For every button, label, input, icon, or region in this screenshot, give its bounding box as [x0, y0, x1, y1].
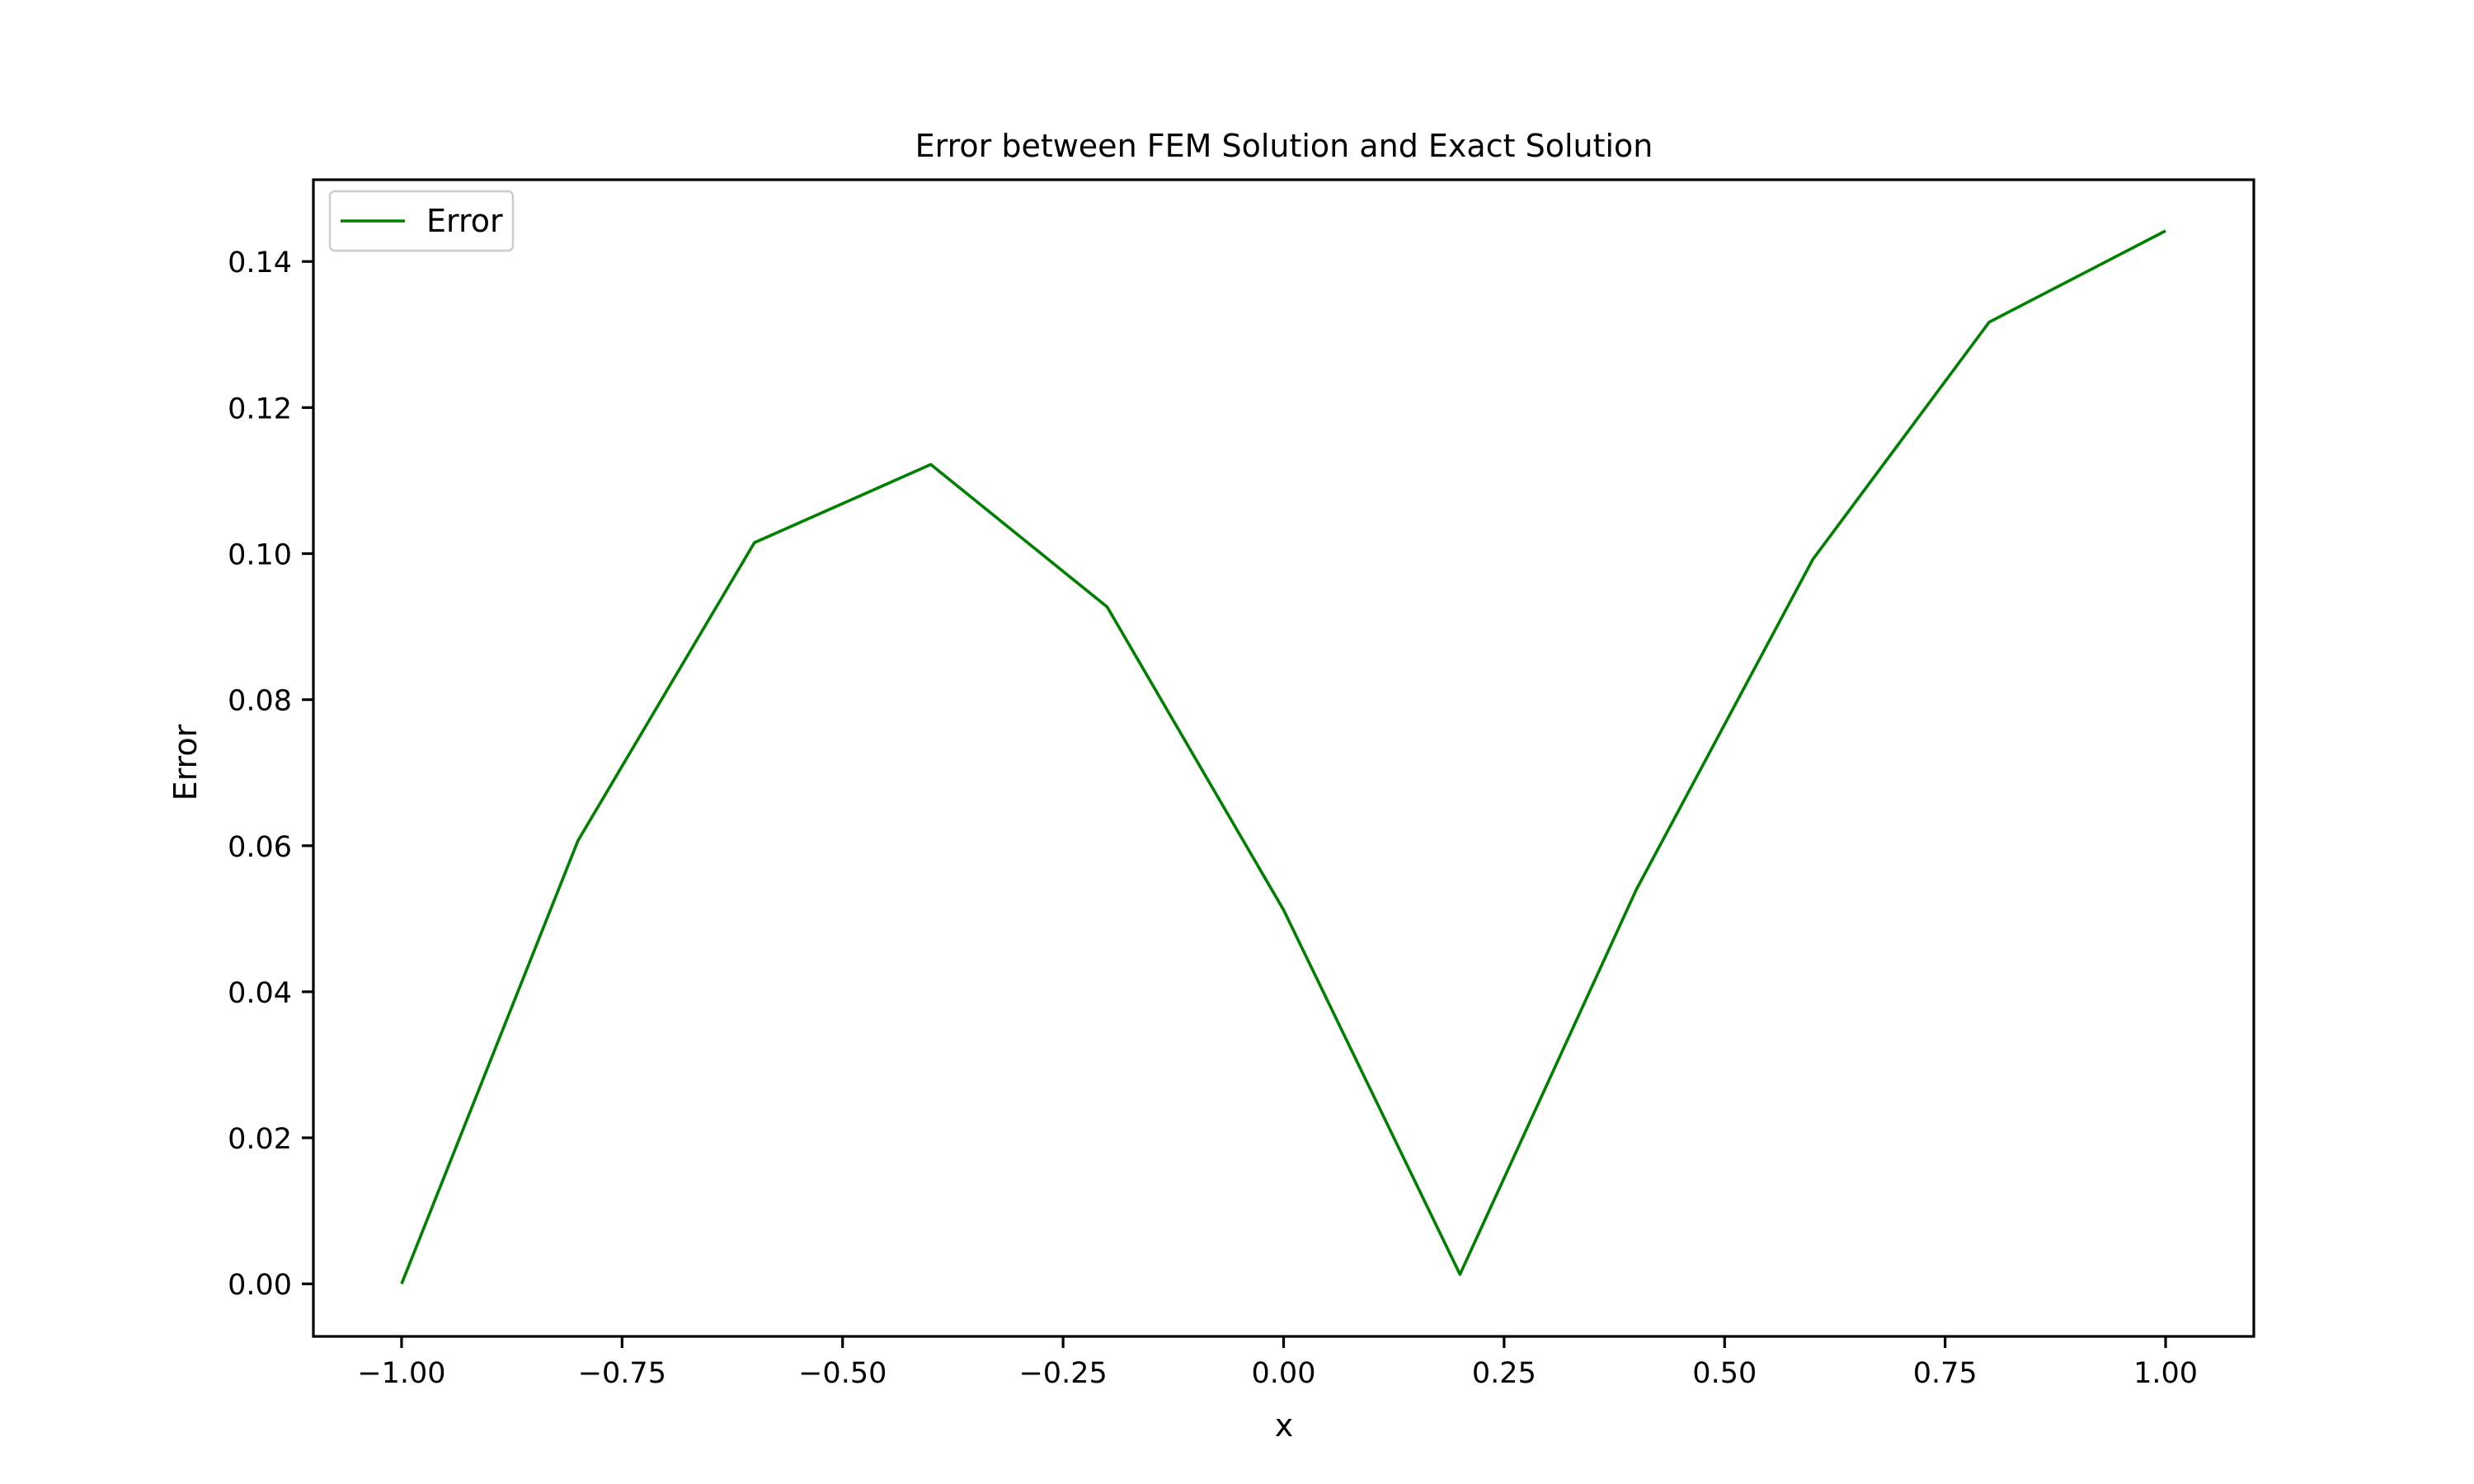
x-tick-label: −0.25 [1018, 1357, 1107, 1390]
x-tick-label: 1.00 [2133, 1357, 2198, 1390]
series-layer [400, 229, 2166, 1284]
y-tick-label: 0.08 [228, 685, 292, 718]
y-axis-label: Error [167, 724, 204, 801]
x-tick-label: −0.75 [578, 1357, 666, 1390]
y-tick-label: 0.12 [228, 392, 292, 425]
x-tick-label: −0.50 [798, 1357, 887, 1390]
x-tick-label: 0.00 [1252, 1357, 1316, 1390]
y-tick-label: 0.10 [228, 538, 292, 571]
plot-area: −1.00 −0.75 −0.50 −0.25 0.00 0.25 0.50 0.75 1.00… [228, 178, 2255, 1390]
y-tick-label: 0.06 [228, 831, 292, 864]
series-line-error [400, 229, 2166, 1284]
y-tick-label: 0.04 [228, 977, 292, 1010]
y-tick-label: 0.00 [228, 1269, 292, 1302]
x-tick-label: 0.25 [1472, 1357, 1536, 1390]
x-tick-label: −1.00 [357, 1357, 445, 1390]
y-tick-label: 0.02 [228, 1123, 292, 1156]
y-axis-ticks: 0.00 0.02 0.04 0.06 0.08 0.10 0.12 0.14 [228, 247, 313, 1302]
chart-title: Error between FEM Solution and Exact Sol… [915, 128, 1653, 164]
legend: Error [328, 190, 515, 252]
legend-box [328, 190, 515, 252]
y-tick-label: 0.14 [228, 247, 292, 279]
x-tick-label: 0.75 [1913, 1357, 1978, 1390]
legend-label-error: Error [426, 203, 503, 239]
x-tick-label: 0.50 [1692, 1357, 1757, 1390]
x-axis-ticks: −1.00 −0.75 −0.50 −0.25 0.00 0.25 0.50 0.75 1.00 [357, 1336, 2198, 1390]
x-axis-label: x [1275, 1407, 1294, 1444]
